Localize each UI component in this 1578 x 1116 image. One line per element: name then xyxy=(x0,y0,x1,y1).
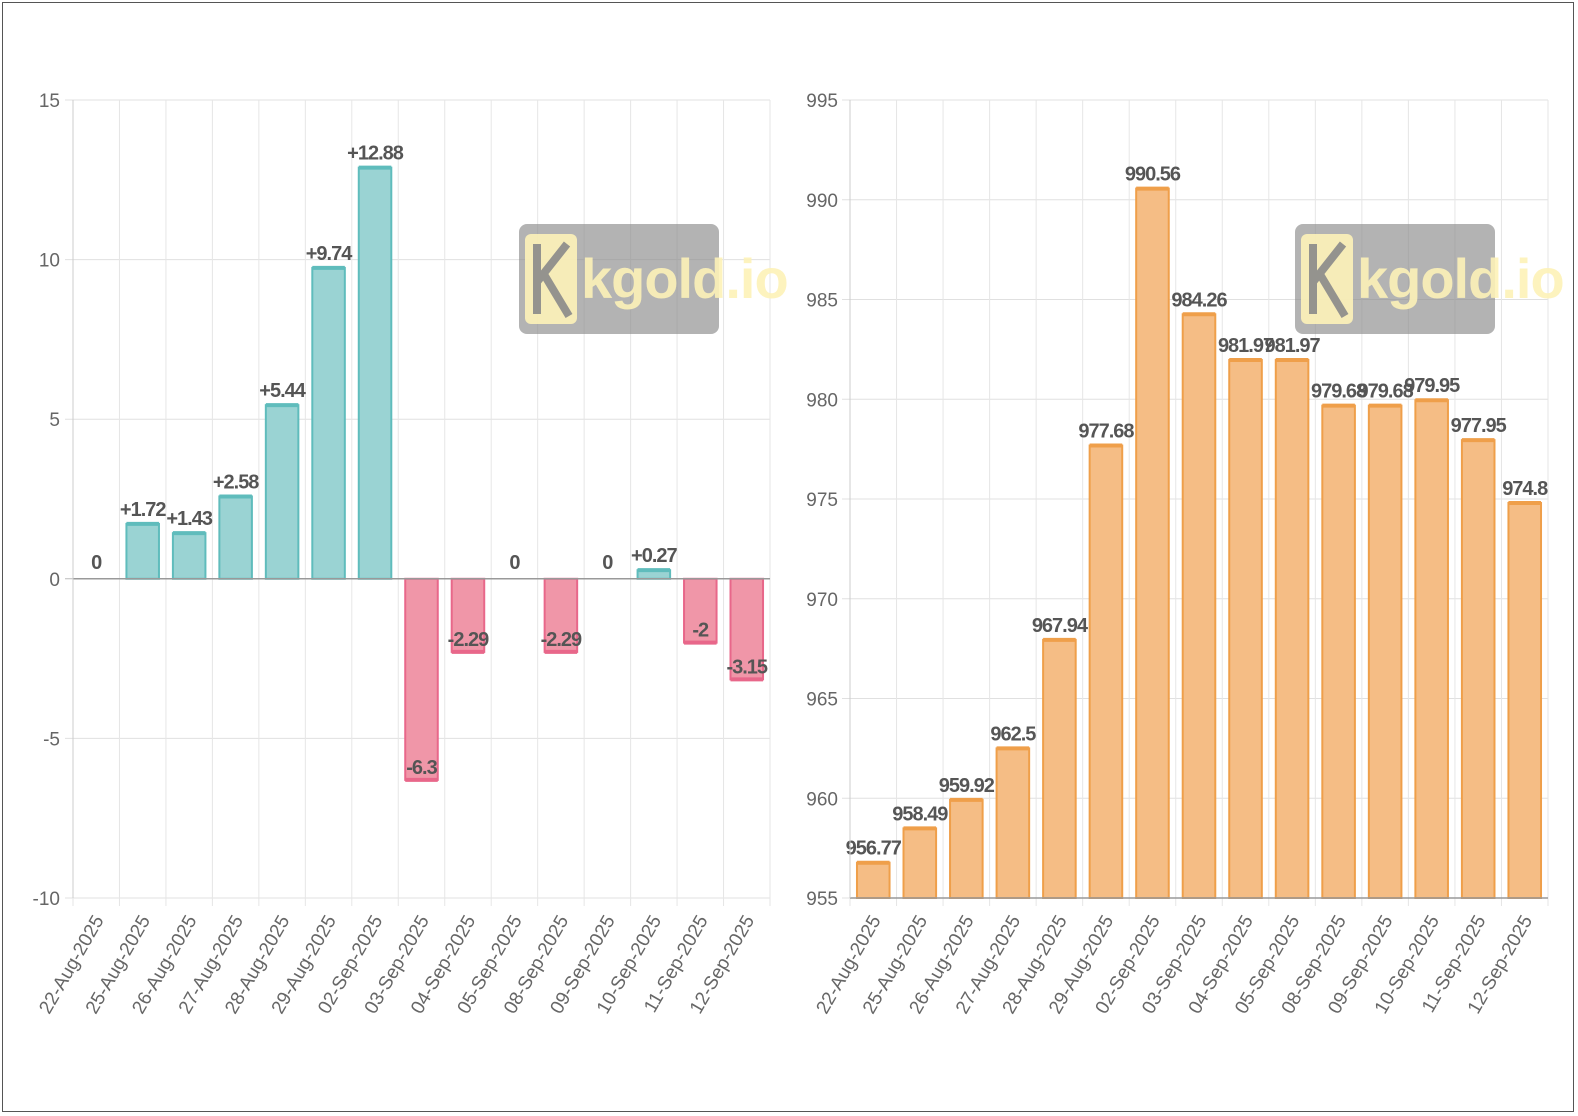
data-label: 981.97 xyxy=(1218,335,1274,357)
data-label: -2.29 xyxy=(541,629,582,651)
k-letter-icon xyxy=(533,241,573,319)
bar xyxy=(1460,439,1496,899)
y-tick-label: 980 xyxy=(806,390,838,411)
data-label: 958.49 xyxy=(892,803,948,825)
data-label: +1.43 xyxy=(166,508,212,530)
data-label: 0 xyxy=(602,552,613,574)
bar xyxy=(902,827,938,900)
data-label: +1.72 xyxy=(120,499,166,521)
data-label: +12.88 xyxy=(347,143,404,165)
data-label: 0 xyxy=(509,552,520,574)
data-label: 984.26 xyxy=(1171,289,1227,311)
bar xyxy=(1042,638,1077,899)
bar xyxy=(1507,501,1543,899)
data-label: 974.8 xyxy=(1502,478,1548,500)
bar xyxy=(311,266,346,580)
y-tick-label: 960 xyxy=(806,789,838,810)
bar xyxy=(1274,358,1310,899)
y-tick-label: 10 xyxy=(39,251,60,272)
bar xyxy=(357,166,393,580)
data-label: 956.77 xyxy=(846,838,902,860)
bar xyxy=(1414,399,1449,899)
data-label: 981.97 xyxy=(1264,335,1320,357)
y-tick-label: 985 xyxy=(806,291,838,312)
y-tick-label: -10 xyxy=(33,889,60,910)
y-tick-label: 965 xyxy=(806,690,838,711)
y-tick-label: 995 xyxy=(806,91,838,112)
y-tick-label: -5 xyxy=(43,729,60,750)
bar xyxy=(404,577,439,781)
y-tick-label: 5 xyxy=(49,410,60,431)
y-tick-label: 970 xyxy=(806,590,838,611)
data-label: -6.3 xyxy=(406,757,437,779)
bar xyxy=(1367,404,1403,899)
y-tick-label: 15 xyxy=(39,91,60,112)
bar xyxy=(949,798,984,900)
k-letter-icon xyxy=(1309,241,1349,319)
data-label: 962.5 xyxy=(990,723,1036,745)
data-label: 967.94 xyxy=(1032,615,1089,637)
bar xyxy=(683,577,718,644)
bar xyxy=(1181,313,1217,899)
data-label: +2.58 xyxy=(213,471,259,493)
data-label: 0 xyxy=(91,552,102,574)
data-label: 979.68 xyxy=(1358,381,1414,403)
bar xyxy=(855,861,891,899)
change-bar-chart: 151050-5-10022-Aug-2025+1.7225-Aug-2025+… xyxy=(33,91,789,1018)
watermark-text: kgold.io xyxy=(581,247,788,310)
y-tick-label: 0 xyxy=(49,570,60,591)
bar xyxy=(1088,444,1124,899)
data-label: +5.44 xyxy=(259,380,306,402)
data-label: +9.74 xyxy=(306,243,353,265)
y-tick-label: 955 xyxy=(806,889,838,910)
bar xyxy=(125,522,160,580)
data-label: 979.68 xyxy=(1311,381,1367,403)
bar xyxy=(543,577,579,653)
data-label: 990.56 xyxy=(1125,164,1181,186)
bar xyxy=(171,532,207,580)
price-bar-chart: 995990985980975970965960955956.7722-Aug-… xyxy=(806,91,1565,1018)
bar xyxy=(264,404,300,580)
data-label: 977.95 xyxy=(1451,415,1507,437)
watermark-text: kgold.io xyxy=(1357,247,1564,310)
bar xyxy=(1321,404,1356,899)
data-label: 979.95 xyxy=(1404,375,1460,397)
y-tick-label: 975 xyxy=(806,490,838,511)
data-label: 959.92 xyxy=(939,775,995,797)
y-tick-label: 990 xyxy=(806,191,838,212)
bar xyxy=(995,747,1031,899)
data-label: +0.27 xyxy=(631,545,677,567)
bar xyxy=(218,495,253,580)
kgold-watermark: kgold.io xyxy=(519,224,789,334)
kgold-watermark: kgold.io xyxy=(1295,224,1565,334)
data-label: -2.29 xyxy=(448,629,489,651)
data-label: -3.15 xyxy=(726,656,767,678)
data-label: 977.68 xyxy=(1078,421,1134,443)
bar xyxy=(1135,187,1170,899)
bar xyxy=(1228,358,1263,899)
data-label: -2 xyxy=(692,620,709,642)
